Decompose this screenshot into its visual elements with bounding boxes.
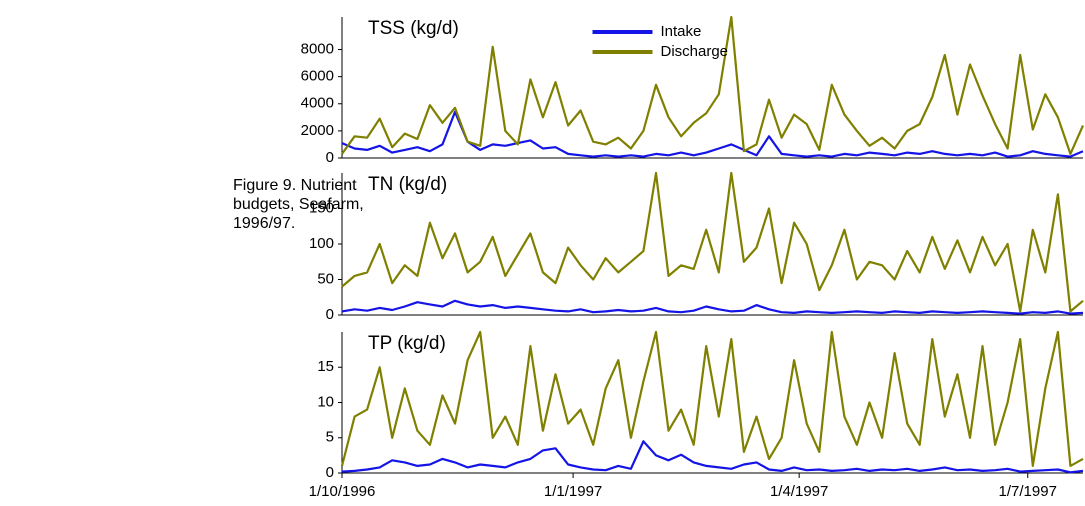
legend-label: Discharge — [661, 43, 729, 60]
y-tick-label: 0 — [326, 306, 334, 323]
data-line — [341, 440, 1084, 474]
y-tick-label: 4000 — [301, 95, 334, 112]
figure-caption: Figure 9. Nutrient budgets, Seafarm, 199… — [233, 177, 364, 232]
data-line — [341, 15, 1085, 155]
data-line — [341, 299, 1084, 315]
y-tick-label: 8000 — [301, 41, 334, 58]
panel-title: TN (kg/d) — [368, 174, 447, 195]
data-line — [340, 330, 1084, 467]
legend-label: Intake — [661, 23, 702, 40]
x-tick-label: 1/1/1997 — [544, 483, 602, 500]
y-tick-label: 0 — [326, 149, 334, 166]
y-tick-label: 50 — [317, 270, 334, 287]
y-tick-label: 2000 — [301, 122, 334, 139]
y-tick-label: 0 — [326, 464, 334, 481]
data-line — [341, 171, 1084, 313]
data-line — [341, 110, 1084, 158]
x-tick-label: 1/7/1997 — [999, 483, 1057, 500]
y-tick-label: 5 — [326, 429, 334, 446]
y-tick-label: 10 — [317, 393, 334, 410]
y-tick-label: 6000 — [301, 68, 334, 85]
y-tick-label: 15 — [317, 358, 334, 375]
panel-title: TSS (kg/d) — [368, 18, 459, 39]
y-tick-label: 100 — [309, 235, 334, 252]
panel-title: TP (kg/d) — [368, 333, 446, 354]
y-tick-label: 150 — [309, 199, 334, 216]
x-tick-label: 1/10/1996 — [309, 483, 376, 500]
x-tick-label: 1/4/1997 — [770, 483, 828, 500]
